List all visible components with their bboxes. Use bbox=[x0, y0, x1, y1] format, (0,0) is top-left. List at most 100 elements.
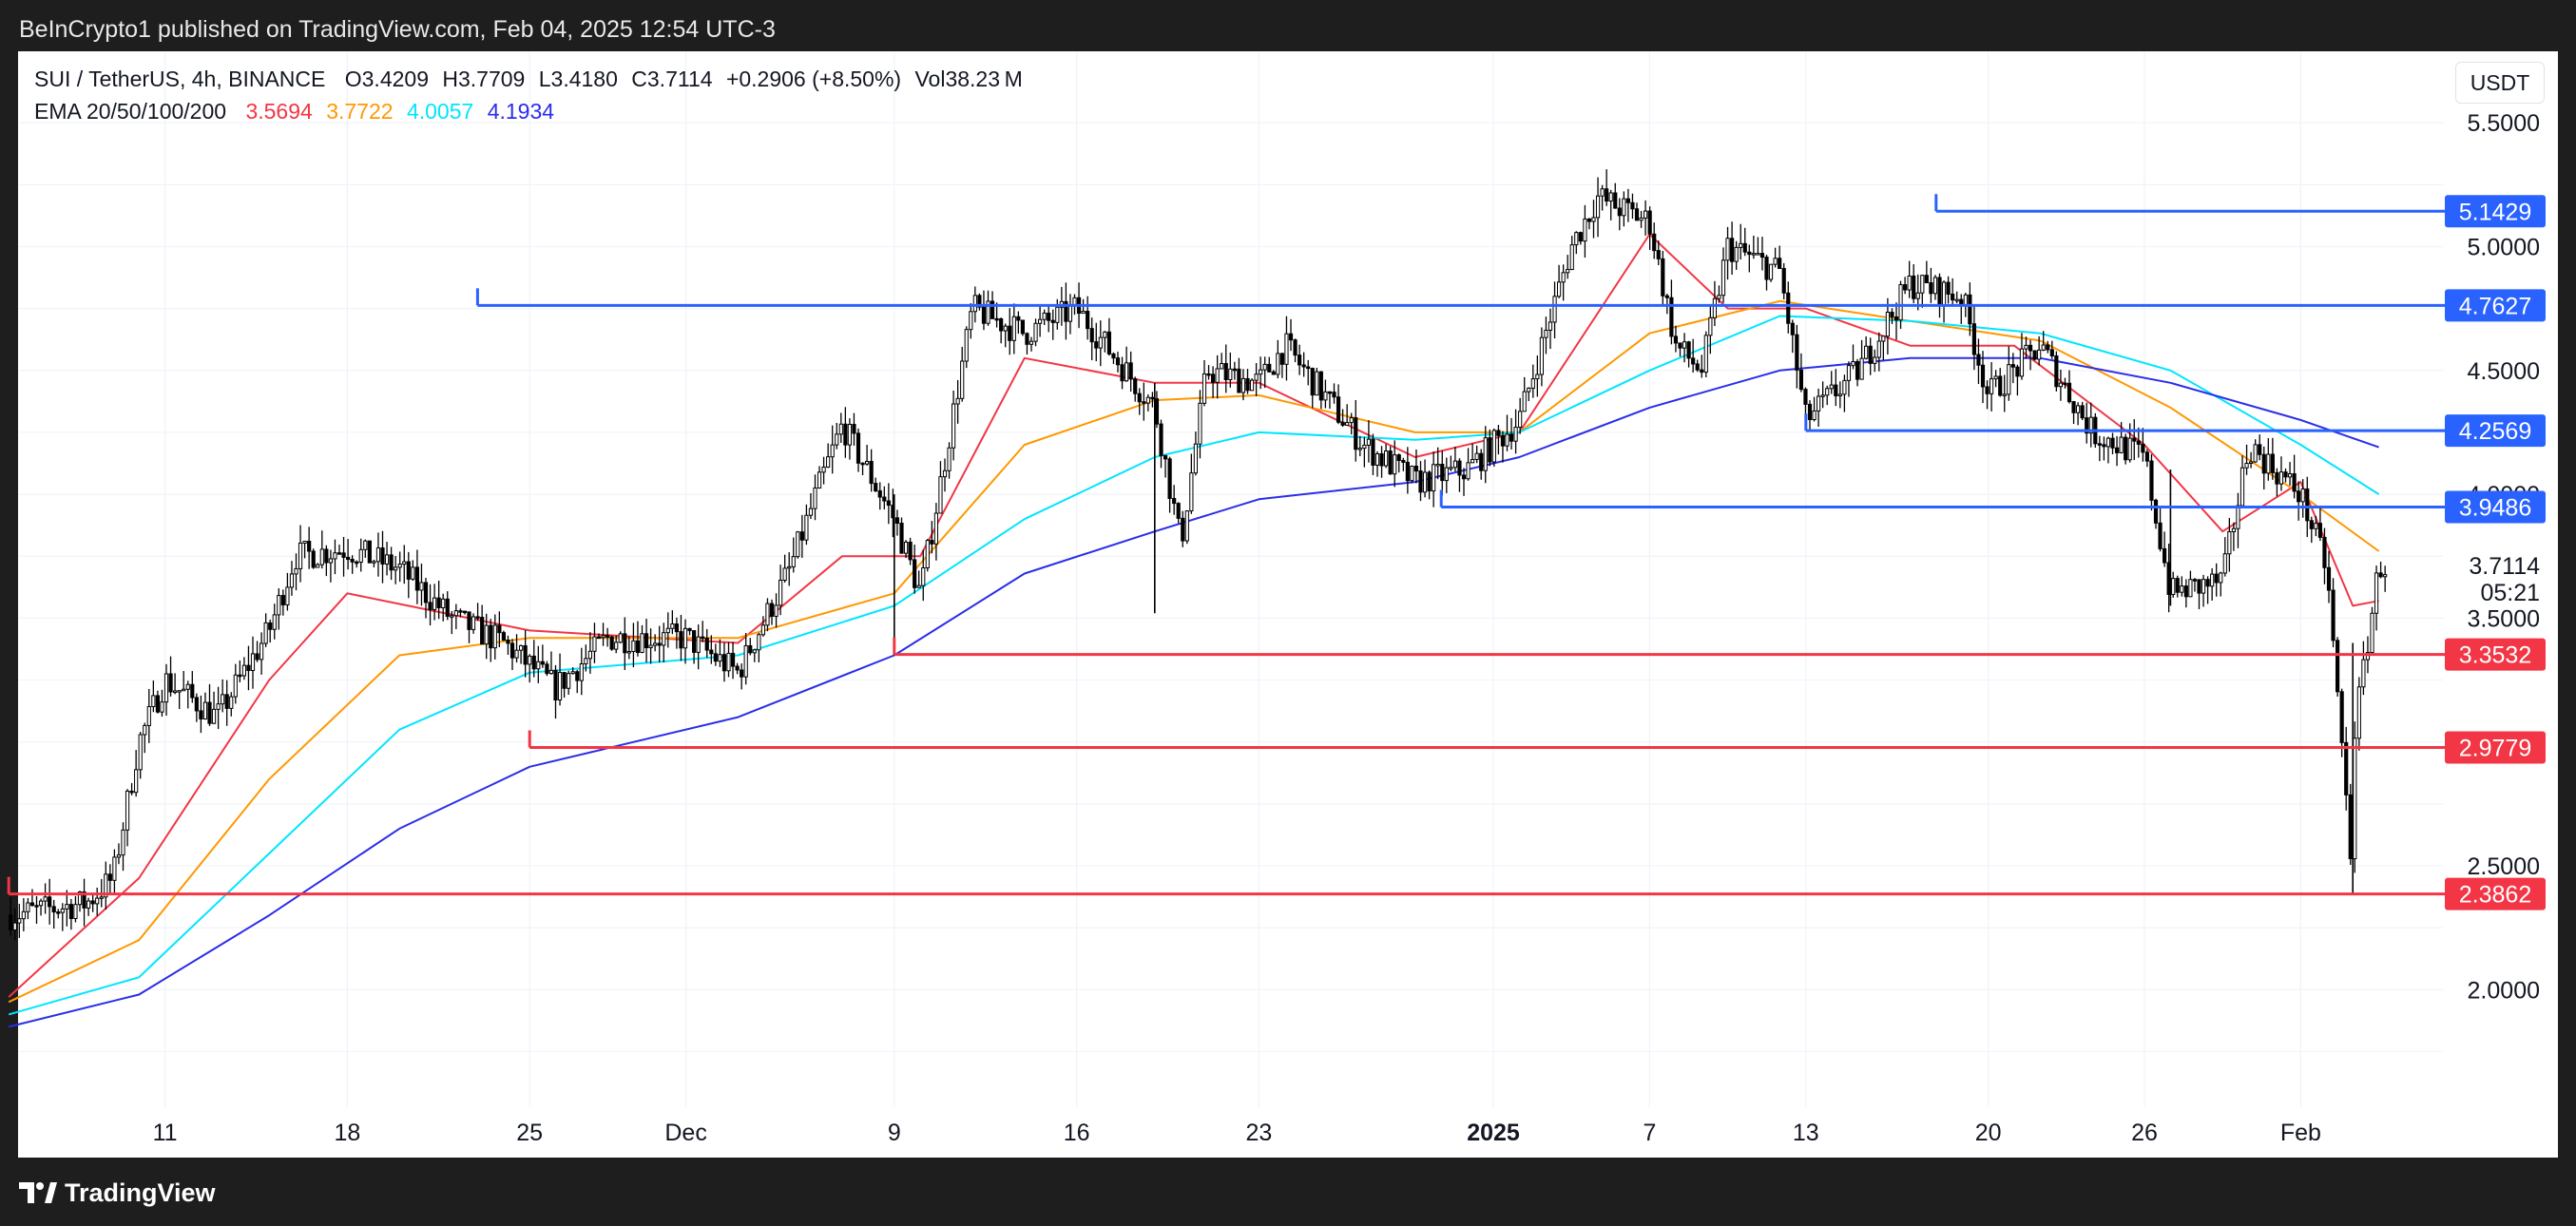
price-level-badge[interactable] bbox=[2445, 490, 2546, 524]
candle-body bbox=[168, 673, 173, 693]
candle-body bbox=[1786, 292, 1791, 324]
candle-body bbox=[1721, 259, 1726, 297]
candle-body bbox=[635, 640, 641, 654]
candle-body bbox=[1198, 402, 1202, 445]
candle-body bbox=[1894, 316, 1899, 321]
tradingview-logo[interactable]: TradingView bbox=[19, 1177, 216, 1209]
price-level-badge[interactable] bbox=[2445, 195, 2546, 228]
ema-line bbox=[8, 299, 2380, 1004]
candle-body bbox=[813, 487, 817, 509]
candle-body bbox=[674, 623, 679, 633]
candle-body bbox=[2015, 366, 2020, 377]
candle-body bbox=[2049, 349, 2054, 356]
ema20-value: 3.5694 bbox=[245, 99, 313, 124]
candle-body bbox=[1605, 188, 1609, 202]
candle-body bbox=[1747, 251, 1752, 256]
time-axis[interactable]: 11 18 25 Dec 9 16 23 2025 7 13 20 26 Feb bbox=[153, 1120, 2321, 1146]
ema50-value: 3.7722 bbox=[326, 99, 394, 124]
candle-body bbox=[2110, 437, 2115, 449]
candle-body bbox=[423, 582, 429, 603]
candle-body bbox=[428, 602, 433, 610]
candle-body bbox=[2314, 523, 2318, 529]
candle-body bbox=[587, 650, 592, 660]
candle-body bbox=[185, 683, 190, 690]
candle-body bbox=[1795, 334, 1799, 371]
candle-body bbox=[1028, 340, 1034, 345]
candle-body bbox=[748, 644, 753, 654]
candle-body bbox=[1968, 294, 1972, 325]
candle-body bbox=[1008, 325, 1012, 341]
candle-body bbox=[38, 900, 44, 907]
candle-body bbox=[960, 360, 965, 399]
candle-body bbox=[506, 639, 510, 644]
price-axis[interactable]: 5.50005.00004.50004.00003.50002.50002.00… bbox=[2445, 110, 2546, 1004]
candle-body bbox=[528, 655, 532, 665]
bar-countdown: 05:21 bbox=[2480, 580, 2540, 606]
price-level-badge[interactable] bbox=[2445, 731, 2546, 764]
candle-body bbox=[1700, 369, 1704, 374]
candle-body bbox=[882, 496, 887, 502]
ema-legend[interactable]: EMA 20/50/100/200 3.5694 3.7722 4.0057 4… bbox=[34, 99, 562, 125]
candle-body bbox=[199, 710, 203, 720]
candle-body bbox=[670, 623, 675, 629]
candle-body bbox=[372, 561, 376, 564]
candle-body bbox=[757, 634, 761, 651]
candle-body bbox=[2300, 488, 2305, 503]
candle-body bbox=[1384, 450, 1389, 467]
currency-unit-button[interactable]: USDT bbox=[2455, 62, 2545, 104]
price-level-badge[interactable] bbox=[2445, 414, 2546, 448]
symbol-legend[interactable]: SUI / TetherUS, 4h, BINANCE O3.4209 H3.7… bbox=[34, 67, 1030, 92]
candle-body bbox=[2249, 461, 2254, 465]
candle-body bbox=[1172, 497, 1177, 505]
candle-body bbox=[146, 705, 151, 726]
ema200-value: 4.1934 bbox=[487, 99, 555, 124]
candle-body bbox=[151, 695, 156, 707]
candle-body bbox=[116, 854, 122, 858]
candle-body bbox=[955, 397, 960, 405]
candle-body bbox=[350, 559, 355, 563]
candle-body bbox=[1137, 393, 1142, 403]
candle-body bbox=[2205, 579, 2210, 587]
candle-body bbox=[1912, 275, 1916, 299]
price-level-badge[interactable] bbox=[2445, 877, 2546, 910]
candle-body bbox=[1907, 275, 1912, 291]
candle-body bbox=[1971, 323, 1977, 355]
candle-body bbox=[1413, 466, 1419, 472]
candle-body bbox=[1466, 462, 1471, 480]
candle-body bbox=[769, 603, 775, 617]
candle-body bbox=[735, 665, 740, 671]
candle-body bbox=[397, 564, 402, 568]
candle-body bbox=[1946, 281, 1951, 295]
candle-body bbox=[2041, 344, 2046, 351]
candle-body bbox=[1941, 281, 1947, 306]
candle-body bbox=[855, 432, 861, 464]
symbol-label[interactable]: SUI / TetherUS, 4h, BINANCE bbox=[34, 67, 326, 91]
candle-body bbox=[704, 638, 709, 651]
candle-body bbox=[1479, 452, 1484, 471]
price-level-badge[interactable] bbox=[2445, 638, 2546, 671]
candle-body bbox=[1496, 430, 1501, 436]
tradingview-logo-icon bbox=[19, 1182, 57, 1203]
candle-body bbox=[1201, 373, 1207, 404]
candle-body bbox=[26, 902, 30, 912]
candle-body bbox=[601, 635, 606, 639]
candle-body bbox=[160, 701, 164, 713]
candle-body bbox=[1837, 393, 1842, 396]
candle-body bbox=[1042, 312, 1047, 320]
level-lines bbox=[7, 194, 2449, 896]
candle-body bbox=[194, 697, 199, 712]
candle-body bbox=[796, 531, 800, 558]
price-level-badge[interactable] bbox=[2445, 289, 2546, 322]
candle-body bbox=[1159, 423, 1163, 456]
candle-body bbox=[1535, 374, 1540, 380]
ema-label[interactable]: EMA 20/50/100/200 bbox=[34, 99, 227, 124]
candle-body bbox=[475, 616, 480, 619]
candle-body bbox=[1279, 353, 1285, 365]
candle-body bbox=[1817, 395, 1821, 412]
candle-body bbox=[977, 295, 982, 308]
candle-body bbox=[1876, 340, 1881, 358]
candle-body bbox=[692, 630, 697, 653]
price-level-label: 3.9486 bbox=[2459, 494, 2531, 521]
candle-body bbox=[1410, 466, 1414, 482]
